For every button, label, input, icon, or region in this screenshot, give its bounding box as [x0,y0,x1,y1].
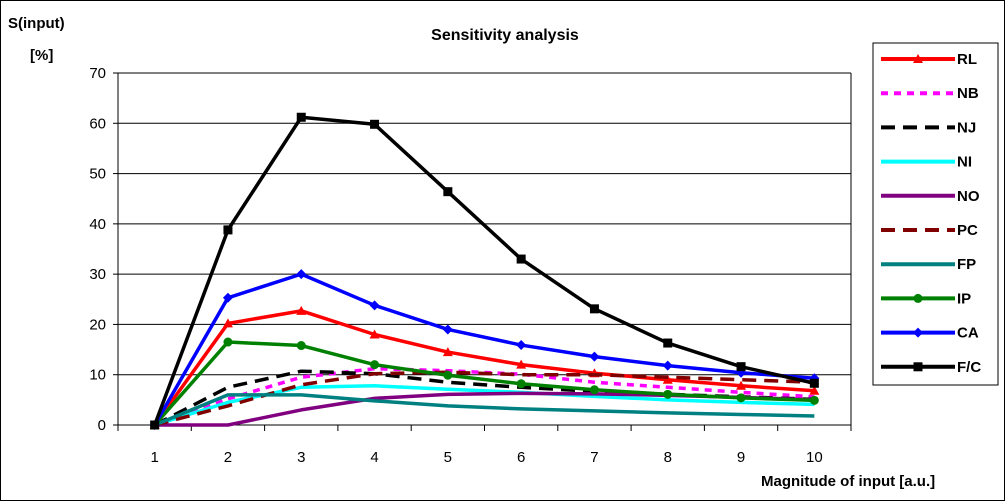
data-point-ip [516,379,526,389]
data-point-ca [589,351,600,362]
x-tick-label: 9 [737,449,745,466]
tick-labels: 0 10 20 30 40 50 60 70 1 2 3 4 5 6 7 8 9 10 [89,65,822,466]
series-line-ip [153,340,815,427]
series-line-ca [153,272,815,426]
x-axis-label: Magnitude of input [a.u.] [761,473,935,490]
y-tick-label: 60 [89,115,106,132]
legend-item-no: NO [881,188,980,205]
data-point-ca [369,300,380,311]
x-tick-label: 2 [224,449,232,466]
y-axis-label-line1: S(input) [8,15,65,32]
legend-label-pc: PC [957,222,978,239]
data-point-ip [809,395,819,405]
data-point-rl [369,329,380,339]
legend: RL NB NJ NI NO PC FP IP CA F/C [872,42,999,386]
plot-area [118,73,851,425]
legend-label-ni: NI [957,154,972,171]
y-tick-label: 30 [89,266,106,283]
y-tick-label: 50 [89,166,106,183]
data-point-ca [222,292,233,303]
x-tick-label: 10 [806,449,823,466]
x-tick-label: 7 [590,449,598,466]
x-tick-label: 4 [370,449,378,466]
legend-label-ip: IP [957,290,971,307]
legend-label-no: NO [957,188,980,205]
y-tick-label: 40 [89,216,106,233]
series-line-fp [153,393,815,427]
data-point-fc [296,112,306,122]
data-point-ip [296,341,306,351]
data-point-fc [516,254,526,264]
y-tick-label: 20 [89,316,106,333]
legend-item-fp: FP [881,256,976,273]
legend-item-ca: CA [881,325,979,342]
legend-box [872,42,999,386]
legend-marker-ca [913,327,923,338]
data-point-ca [296,269,307,280]
data-point-ip [223,337,233,347]
series-line-rl [153,309,815,427]
legend-item-ni: NI [881,154,972,171]
x-tick-label: 8 [664,449,672,466]
series-line-fc [153,115,815,426]
data-point-fc [370,119,380,129]
x-tick-label: 6 [517,449,525,466]
y-tick-label: 10 [89,367,106,384]
data-point-ip [443,370,453,380]
axes [113,72,852,431]
data-point-fc [150,420,160,430]
data-point-ca [516,340,527,351]
legend-item-rl: RL [881,51,977,68]
legend-marker-rl [913,54,923,63]
legend-label-rl: RL [957,51,977,68]
data-point-ca [662,360,673,371]
legend-label-nb: NB [957,85,979,102]
data-point-fc [443,187,453,197]
series-group [149,112,820,430]
y-tick-label: 70 [89,65,106,82]
legend-label-ca: CA [957,325,979,342]
y-axis-label-line2: [%] [30,47,53,64]
series-fc [150,112,819,430]
data-point-fc [589,304,599,314]
legend-item-nb: NB [881,85,979,102]
plot-background [118,73,851,425]
legend-label-fp: FP [957,256,976,273]
x-tick-label: 3 [297,449,305,466]
data-point-fc [663,338,673,348]
data-point-fc [223,225,233,235]
gridlines [118,72,851,376]
data-point-rl [442,347,453,357]
x-tick-label: 5 [444,449,452,466]
series-fp [153,393,815,427]
legend-marker-ip [913,293,923,303]
data-point-rl [736,380,747,390]
legend-label-fc: F/C [957,359,981,376]
legend-marker-fc [913,362,923,372]
data-point-ip [370,360,380,370]
data-point-ca [442,324,453,335]
chart-title: Sensitivity analysis [431,27,579,44]
data-point-fc [809,378,819,388]
legend-label-nj: NJ [957,119,976,136]
legend-item-fc: F/C [881,359,981,376]
data-point-rl [222,318,233,328]
data-point-rl [296,305,307,315]
legend-item-ip: IP [881,290,971,307]
legend-item-nj: NJ [881,119,976,136]
data-point-fc [736,362,746,372]
data-point-rl [662,374,673,384]
data-point-rl [809,385,820,395]
data-point-ip [663,389,673,399]
legend-item-pc: PC [881,222,978,239]
data-point-ip [589,385,599,395]
data-point-ip [736,393,746,403]
data-point-rl [516,359,527,369]
x-tick-label: 1 [150,449,158,466]
y-tick-label: 0 [98,417,106,434]
series-ip [150,337,819,430]
